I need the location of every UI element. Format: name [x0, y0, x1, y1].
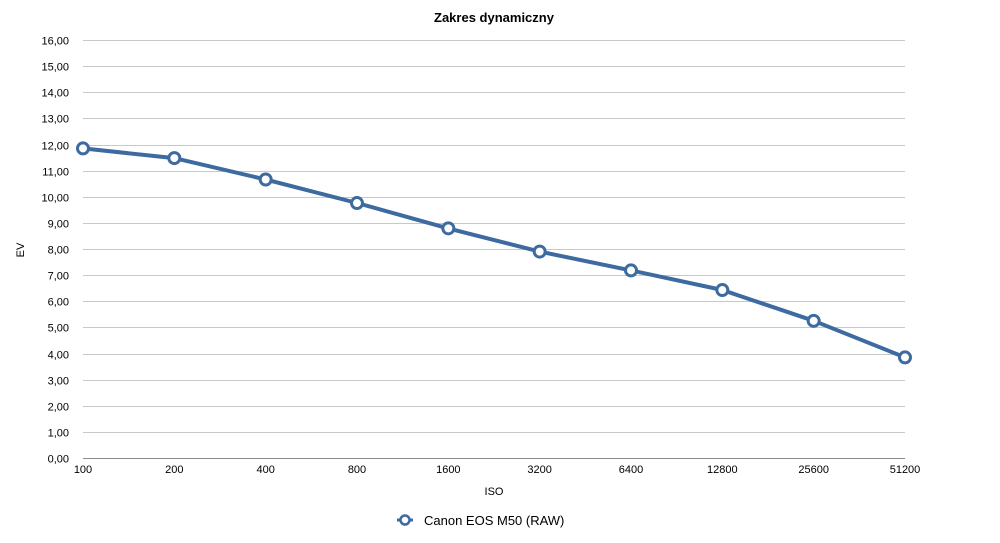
y-tick-label: 15,00	[41, 62, 69, 74]
y-tick-label: 3,00	[48, 376, 69, 388]
y-axis-ticks: 0,00 1,00 2,00 3,00 4,00 5,00 6,00 7,00 8,00 9,00…	[41, 36, 69, 466]
y-tick-label: 4,00	[48, 350, 69, 362]
y-tick-label: 8,00	[48, 245, 69, 257]
x-tick-label: 800	[348, 464, 366, 476]
series-line	[81, 146, 907, 360]
y-tick-label: 14,00	[41, 88, 69, 100]
series-layer	[76, 141, 912, 365]
x-tick-label: 6400	[619, 464, 643, 476]
y-tick-label: 0,00	[48, 454, 69, 466]
data-point-marker[interactable]	[258, 172, 273, 187]
data-point-marker[interactable]	[715, 283, 730, 298]
x-tick-label: 25600	[798, 464, 829, 476]
y-tick-label: 16,00	[41, 36, 69, 48]
x-tick-label: 400	[256, 464, 274, 476]
x-axis-ticks: 100 200 400 800 1600 3200 6400 12800 25600 51200	[74, 464, 920, 476]
y-tick-label: 9,00	[48, 219, 69, 231]
data-point-marker[interactable]	[167, 151, 182, 166]
data-point-marker[interactable]	[624, 263, 638, 278]
legend-label: Canon EOS M50 (RAW)	[424, 513, 564, 528]
y-tick-label: 7,00	[48, 271, 69, 283]
y-tick-label: 12,00	[41, 141, 69, 153]
chart-title: Zakres dynamiczny	[434, 10, 555, 25]
data-point-marker[interactable]	[76, 141, 90, 156]
y-tick-label: 13,00	[41, 114, 69, 126]
y-axis-title: EV	[15, 242, 27, 257]
x-axis-title: ISO	[485, 486, 504, 498]
x-tick-label: 3200	[527, 464, 551, 476]
x-tick-label: 12800	[707, 464, 738, 476]
legend[interactable]: Canon EOS M50 (RAW)	[397, 513, 564, 528]
data-point-marker[interactable]	[441, 221, 456, 236]
y-tick-label: 1,00	[48, 428, 69, 440]
x-tick-label: 51200	[890, 464, 921, 476]
x-tick-label: 1600	[436, 464, 460, 476]
data-point-marker[interactable]	[806, 313, 821, 328]
x-tick-label: 100	[74, 464, 92, 476]
y-tick-label: 6,00	[48, 297, 69, 309]
y-tick-label: 5,00	[48, 323, 69, 335]
data-point-marker[interactable]	[532, 244, 547, 259]
data-point-marker[interactable]	[898, 350, 912, 365]
y-tick-label: 2,00	[48, 402, 69, 414]
grid-layer	[83, 40, 905, 459]
data-point-marker[interactable]	[350, 196, 364, 211]
legend-marker-icon	[399, 514, 411, 526]
y-tick-label: 11,00	[42, 167, 69, 179]
x-tick-label: 200	[165, 464, 183, 476]
y-tick-label: 10,00	[41, 193, 69, 205]
